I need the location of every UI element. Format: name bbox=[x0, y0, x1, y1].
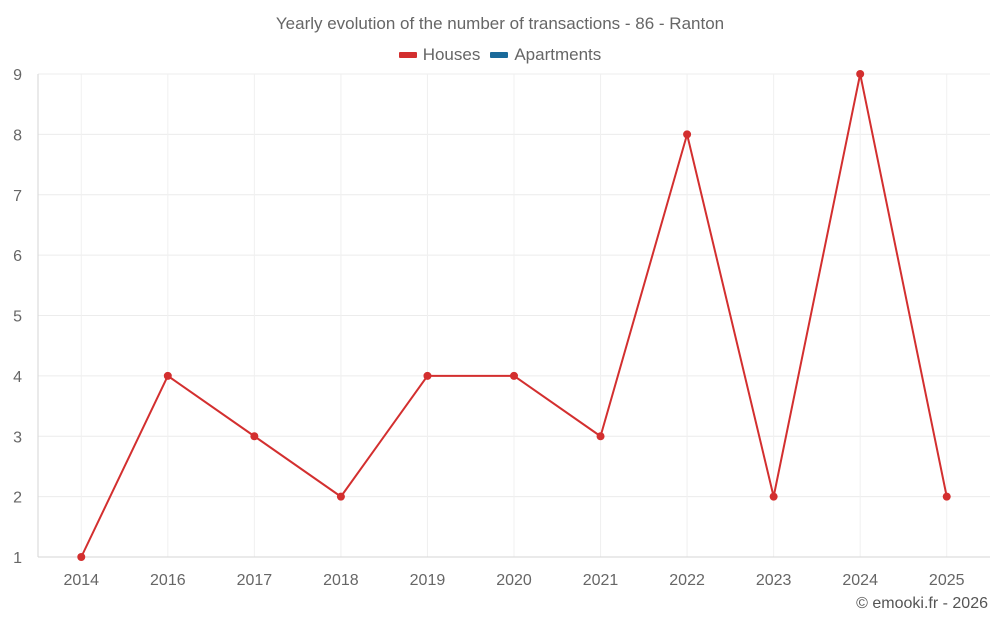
data-point bbox=[942, 492, 951, 501]
x-tick-label: 2016 bbox=[150, 572, 186, 589]
legend-item-apartments[interactable]: Apartments bbox=[490, 45, 601, 65]
copyright-credit: © emooki.fr - 2026 bbox=[856, 595, 988, 612]
chart-title: Yearly evolution of the number of transa… bbox=[275, 14, 725, 33]
y-tick-label: 2 bbox=[13, 490, 22, 507]
data-point bbox=[77, 553, 86, 561]
y-tick-label: 4 bbox=[13, 369, 22, 386]
x-tick-label: 2017 bbox=[237, 572, 273, 589]
y-tick-label: 7 bbox=[13, 188, 22, 205]
x-tick-label: 2021 bbox=[583, 572, 619, 589]
data-point bbox=[769, 492, 778, 501]
legend-swatch-apartments bbox=[490, 52, 509, 58]
data-point bbox=[510, 371, 518, 380]
legend-label-apartments: Apartments bbox=[514, 45, 602, 64]
x-tick-label: 2019 bbox=[410, 572, 446, 589]
y-tick-label: 8 bbox=[13, 127, 22, 144]
legend-item-houses[interactable]: Houses bbox=[398, 45, 481, 65]
x-tick-label: 2022 bbox=[669, 572, 705, 589]
data-point bbox=[596, 432, 605, 441]
x-tick-label: 2024 bbox=[842, 572, 878, 589]
data-point bbox=[683, 130, 692, 139]
y-tick-label: 9 bbox=[13, 67, 22, 84]
y-tick-label: 6 bbox=[13, 248, 22, 265]
legend-label-houses: Houses bbox=[422, 45, 481, 64]
x-tick-label: 2018 bbox=[323, 572, 359, 589]
data-point bbox=[856, 70, 865, 78]
data-point bbox=[423, 371, 432, 380]
x-tick-label: 2020 bbox=[496, 572, 532, 589]
data-point bbox=[163, 371, 172, 380]
y-tick-label: 1 bbox=[13, 550, 22, 567]
y-tick-label: 5 bbox=[13, 309, 22, 326]
y-tick-label: 3 bbox=[13, 429, 22, 446]
chart-legend: Houses Apartments bbox=[0, 45, 1000, 65]
legend-swatch-houses bbox=[398, 52, 417, 58]
x-tick-label: 2025 bbox=[929, 572, 965, 589]
x-tick-label: 2014 bbox=[63, 572, 99, 589]
data-point bbox=[250, 432, 259, 441]
data-point bbox=[336, 492, 345, 501]
x-tick-label: 2023 bbox=[756, 572, 792, 589]
